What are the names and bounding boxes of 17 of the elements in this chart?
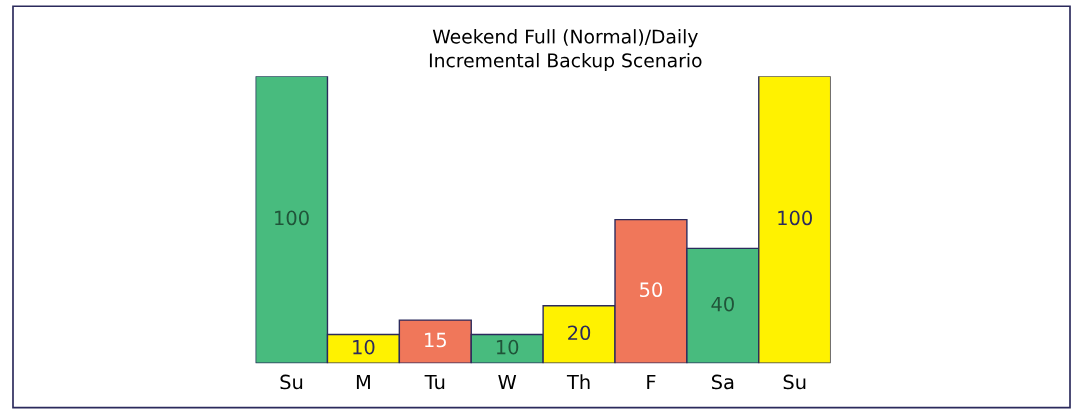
data-label: 100	[778, 210, 812, 226]
x-tick-label: M	[356, 374, 370, 390]
x-tick-label: W	[498, 374, 517, 390]
x-tick-label: Su	[783, 374, 806, 390]
x-tick-label: Tu	[424, 374, 445, 390]
data-label: 10	[353, 339, 375, 355]
data-label: 15	[425, 332, 446, 348]
data-label: 50	[640, 282, 663, 298]
data-label: 100	[275, 210, 309, 226]
chart-title: Weekend Full (Normal)/Daily Incremental Backup Scenario	[429, 29, 702, 72]
x-tick-label: Th	[566, 374, 590, 390]
x-tick-label: Sa	[711, 374, 734, 390]
data-label: 40	[711, 296, 734, 312]
data-label: 10	[496, 339, 519, 355]
x-tick-label: Su	[280, 374, 303, 390]
x-tick-label: F	[647, 374, 656, 390]
data-label: 20	[568, 325, 591, 341]
